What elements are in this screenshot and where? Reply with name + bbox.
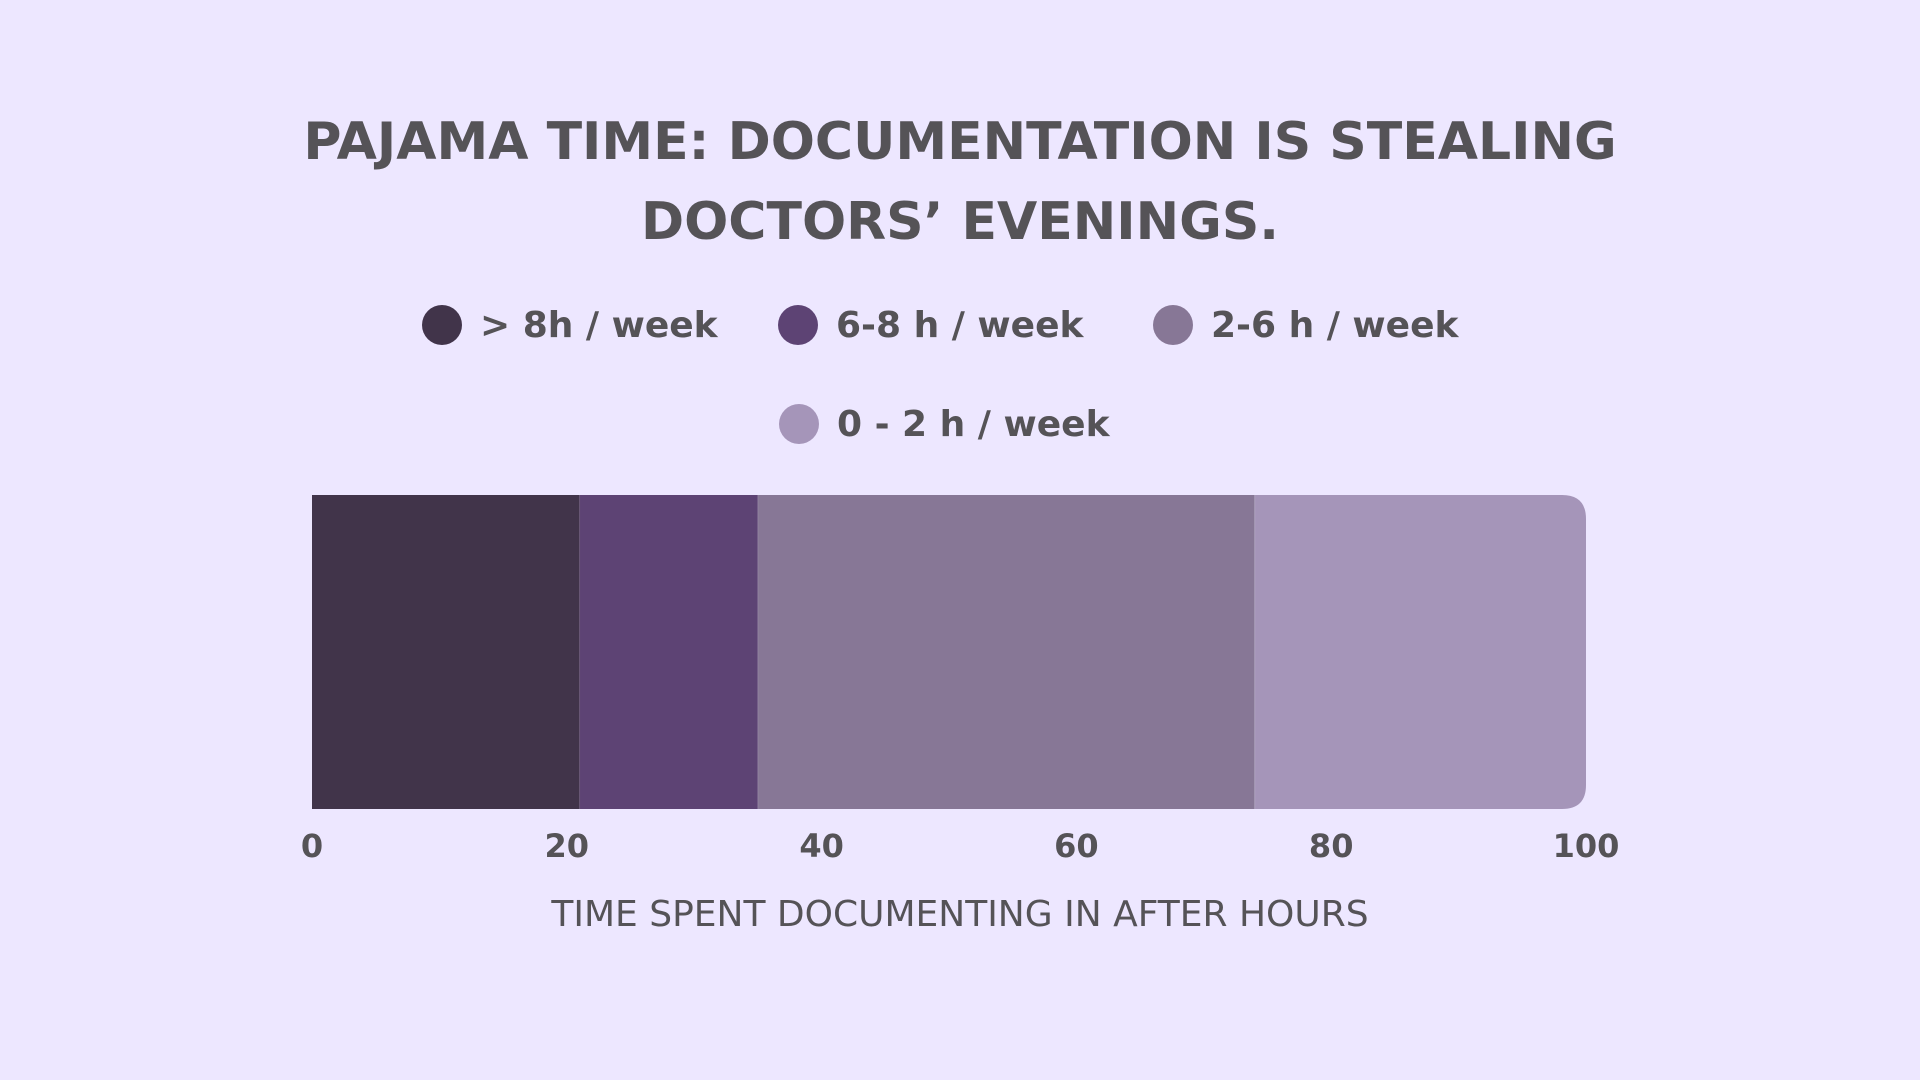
- legend-label-0-2h: 0 - 2 h / week: [837, 403, 1110, 445]
- bar-segment-2: [579, 495, 758, 809]
- x-tick-label-20: 20: [545, 827, 590, 865]
- legend-item-2-6h: 2-6 h / week: [1153, 292, 1458, 358]
- legend-swatch-over-8h: [422, 305, 462, 345]
- legend-label-2-6h: 2-6 h / week: [1211, 304, 1459, 346]
- bar-segment-3: [757, 495, 1255, 809]
- x-axis-label: TIME SPENT DOCUMENTING IN AFTER HOURS: [551, 894, 1369, 935]
- legend-item-0-2h: 0 - 2 h / week: [779, 391, 1110, 457]
- bar-stack: [312, 495, 1586, 809]
- legend-swatch-0-2h: [779, 404, 819, 444]
- x-tick-label-100: 100: [1553, 827, 1620, 865]
- legend-swatch-2-6h: [1153, 305, 1193, 345]
- bar-segment-4: [1254, 495, 1586, 809]
- legend-swatch-6-8h: [778, 305, 818, 345]
- legend-item-over-8h: > 8h / week: [422, 292, 718, 358]
- x-tick-label-0: 0: [301, 827, 323, 865]
- x-tick-label-40: 40: [799, 827, 844, 865]
- bar-segment-1: [312, 495, 580, 809]
- legend-label-over-8h: > 8h / week: [480, 304, 718, 346]
- legend-item-6-8h: 6-8 h / week: [778, 292, 1083, 358]
- legend-label-6-8h: 6-8 h / week: [836, 304, 1084, 346]
- x-tick-label-80: 80: [1309, 827, 1354, 865]
- chart-title: PAJAMA TIME: DOCUMENTATION IS STEALING D…: [303, 112, 1617, 252]
- x-tick-label-60: 60: [1054, 827, 1099, 865]
